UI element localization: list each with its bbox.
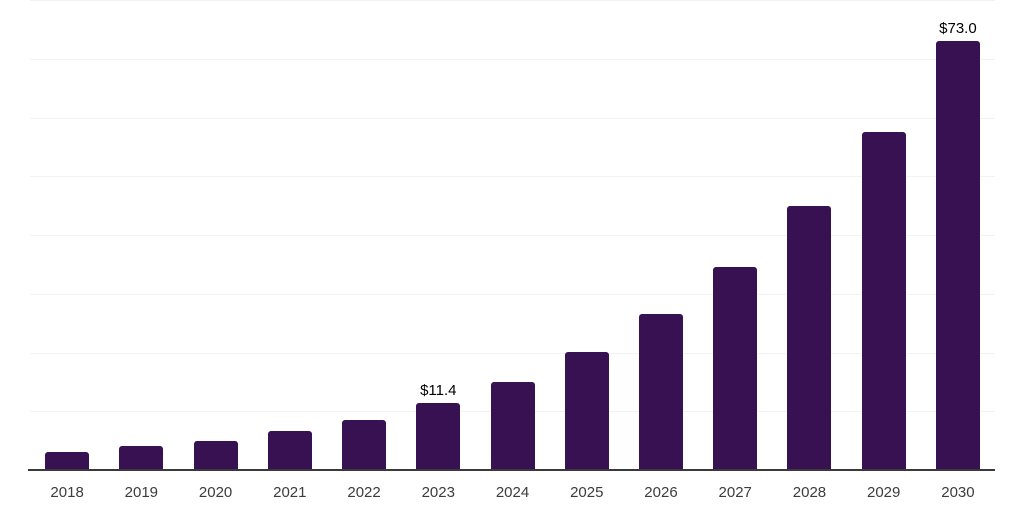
bar-2024[interactable] [490,381,535,470]
x-axis-line [28,469,995,471]
bar-group-2021 [253,0,327,470]
bar-group-2028 [772,0,846,470]
bar-group-2026 [624,0,698,470]
bar-group-2022 [327,0,401,470]
bar-group-2030: $73.0 [921,0,995,470]
gridline [30,293,995,295]
bar-group-2020 [178,0,252,470]
bar-2028[interactable] [787,206,832,470]
gridline [30,0,995,1]
bar-2029[interactable] [861,132,906,470]
gridline [30,176,995,178]
bar-2027[interactable] [713,266,758,470]
bar-group-2019 [104,0,178,470]
gridline [30,58,995,60]
bar-value-label-2023: $11.4 [420,382,457,400]
bar-2025[interactable] [564,351,609,470]
bar-group-2023: $11.4 [401,0,475,470]
x-tick-label-2025: 2025 [570,484,604,501]
bar-2020[interactable] [193,441,238,470]
x-tick-label-2027: 2027 [718,484,752,501]
bar-value-label-2030: $73.0 [939,20,977,38]
x-tick-label-2023: 2023 [421,484,455,501]
x-tick-label-2021: 2021 [273,484,307,501]
bar-2030[interactable] [935,41,980,470]
bar-group-2024 [475,0,549,470]
bar-group-2018 [30,0,104,470]
x-tick-label-2024: 2024 [495,484,530,501]
bar-2019[interactable] [119,445,164,470]
x-tick-label-2018: 2018 [50,484,84,501]
bar-group-2029 [847,0,921,470]
x-tick-label-2020: 2020 [198,484,233,501]
bar-2018[interactable] [45,451,90,470]
bar-group-2027 [698,0,772,470]
gridline [30,235,995,236]
bar-group-2025 [550,0,624,470]
x-tick-label-2030: 2030 [941,484,975,501]
x-tick-label-2028: 2028 [792,484,827,501]
x-tick-label-2026: 2026 [644,484,678,501]
bar-2021[interactable] [267,431,312,470]
x-axis-tick-labels: 2018 2019 2020 2021 2022 2023 2024 2025 2026 2027… [30,483,995,503]
x-tick-label-2029: 2029 [867,484,901,501]
gridline [30,352,995,354]
bar-2023[interactable] [416,403,461,470]
bar-2026[interactable] [638,314,683,470]
plot-area: $11.4 $73.0 [28,0,995,471]
bar-2022[interactable] [342,420,387,470]
bars-container: $11.4 $73.0 [30,0,995,470]
gridline [30,117,995,119]
x-tick-label-2022: 2022 [347,484,381,501]
x-tick-label-2019: 2019 [124,484,159,501]
